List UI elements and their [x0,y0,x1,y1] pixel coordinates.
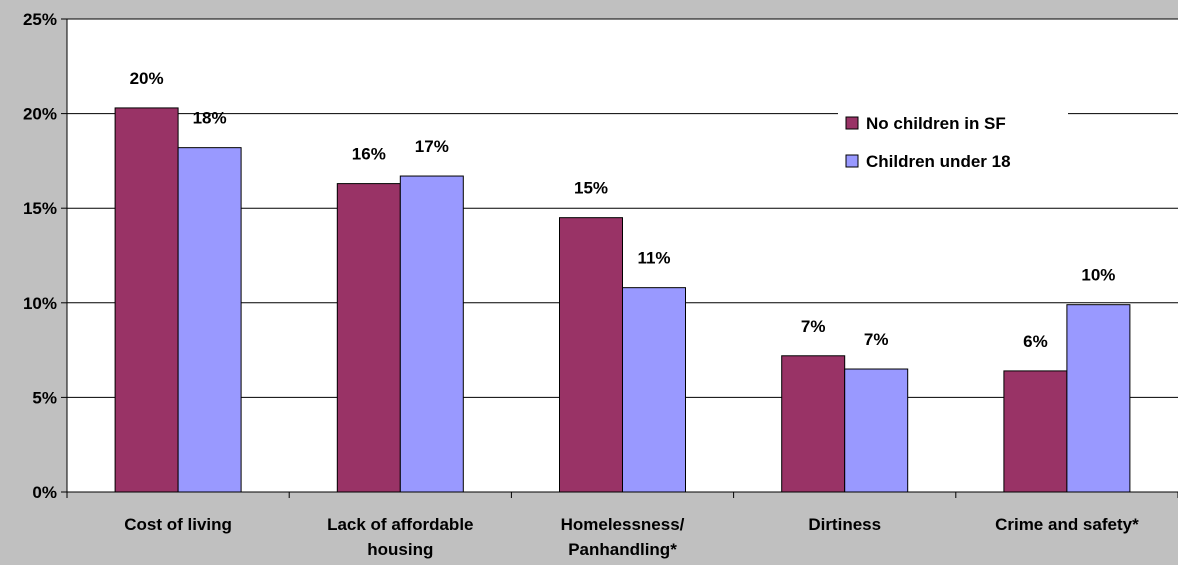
y-tick-label: 20% [23,105,57,124]
data-label: 17% [415,137,449,156]
legend-label: Children under 18 [866,152,1011,171]
bar [559,217,623,493]
bar [114,107,179,493]
x-category-label: Lack of affordable [327,515,473,534]
data-label: 7% [801,317,826,336]
y-tick-label: 5% [32,388,57,407]
x-category-label: Dirtiness [808,515,881,534]
x-category-label: Crime and safety* [995,515,1139,534]
bar [177,147,242,493]
bar [622,287,686,493]
bar [1003,370,1068,493]
data-label: 18% [193,109,227,128]
bar [844,368,909,493]
y-tick-label: 0% [32,483,57,502]
bar [399,175,464,493]
legend-label: No children in SF [866,114,1006,133]
data-label: 16% [352,145,386,164]
y-tick-label: 15% [23,199,57,218]
x-axis: Cost of living Lack of affordable housing H… [66,491,1178,559]
bar [1066,304,1131,493]
legend: No children in SF Children under 18 [838,105,1068,175]
data-label: 6% [1023,332,1048,351]
data-label: 11% [637,249,670,268]
x-category-label: Panhandling* [568,540,677,559]
legend-swatch [845,116,859,130]
data-label: 10% [1081,266,1115,285]
x-category-label: Homelessness/ [561,515,685,534]
y-axis: 0% 5% 10% 15% 20% 25% [23,10,68,502]
x-category-label: housing [367,540,433,559]
legend-background [838,105,1068,175]
y-tick-label: 10% [23,294,57,313]
bars: 20% 16% 15% 7% 6% 18% 17% 11% 7% 10% [114,69,1131,493]
legend-swatch [845,154,859,168]
bar [781,355,846,493]
data-label: 20% [130,69,164,88]
data-label: 15% [574,179,608,198]
x-category-label: Cost of living [124,515,232,534]
data-label: 7% [864,330,889,349]
bar [336,183,401,493]
y-tick-label: 25% [23,10,57,29]
